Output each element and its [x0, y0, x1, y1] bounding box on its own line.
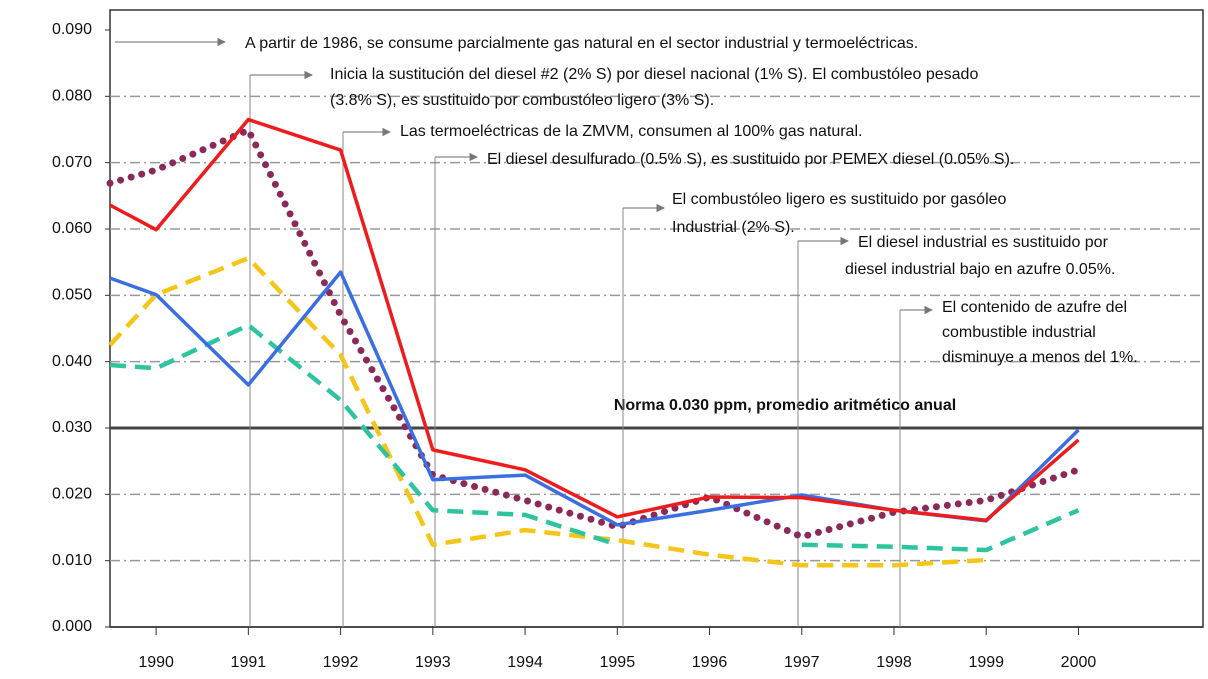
series-line [801, 508, 1080, 553]
annotation: disminuye a menos del 1%. [942, 349, 1138, 366]
x-tick-label: 1992 [323, 654, 359, 671]
series-line [109, 322, 618, 547]
norm-label: Norma 0.030 ppm, promedio aritmético anu… [614, 397, 956, 414]
y-tick-label: 0.080 [52, 88, 92, 105]
series-line [109, 117, 1080, 522]
y-tick-label: 0.010 [52, 552, 92, 569]
annotation: El contenido de azufre del [942, 299, 1127, 316]
y-tick-label: 0.040 [52, 353, 92, 370]
annotation: Las termoeléctricas de la ZMVM, consumen… [400, 123, 862, 140]
annotation: Industrial (2% S). [672, 219, 795, 236]
x-tick-label: 1998 [876, 654, 912, 671]
annotation: combustible industrial [942, 324, 1096, 341]
x-tick-label: 1993 [415, 654, 451, 671]
x-tick-label: 1999 [968, 654, 1004, 671]
series-line [108, 255, 987, 568]
annotation: El diesel industrial es sustituido por [858, 234, 1109, 251]
y-tick-label: 0.070 [52, 154, 92, 171]
x-tick-label: 1996 [692, 654, 728, 671]
annotation: Inicia la sustitución del diesel #2 (2% … [330, 66, 978, 83]
x-tick-label: 1994 [507, 654, 543, 671]
annotation: El diesel desulfurado (0.5% S), es susti… [487, 151, 1014, 168]
y-tick-label: 0.090 [52, 21, 92, 38]
y-tick-label: 0.030 [52, 419, 92, 436]
y-tick-label: 0.050 [52, 287, 92, 304]
x-tick-label: 1990 [138, 654, 174, 671]
y-tick-label: 0.000 [52, 618, 92, 635]
annotation: A partir de 1986, se consume parcialment… [245, 35, 918, 52]
y-tick-label: 0.020 [52, 486, 92, 503]
x-tick-label: 1997 [784, 654, 820, 671]
x-tick-label: 1995 [600, 654, 636, 671]
x-tick-label: 1991 [231, 654, 267, 671]
x-tick-label: 2000 [1061, 654, 1097, 671]
annotation: (3.8% S), es sustituido por combustóleo … [330, 92, 714, 109]
annotation: El combustóleo ligero es sustituido por … [672, 191, 1007, 208]
y-tick-label: 0.060 [52, 220, 92, 237]
annotation: diesel industrial bajo en azufre 0.05%. [845, 261, 1115, 278]
